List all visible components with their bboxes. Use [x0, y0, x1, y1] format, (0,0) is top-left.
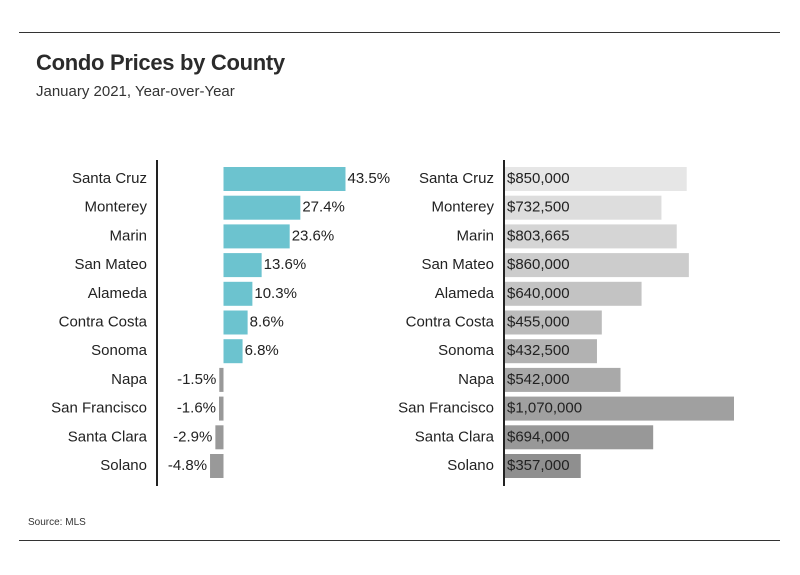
- chart-title: Condo Prices by County: [36, 50, 285, 75]
- yoy-value-label: -2.9%: [173, 428, 212, 445]
- yoy-category-label: Sonoma: [91, 342, 148, 359]
- top-rule: [19, 32, 780, 33]
- price-value-label: $455,000: [507, 313, 570, 330]
- price-value-label: $860,000: [507, 256, 570, 273]
- price-value-label: $850,000: [507, 170, 570, 187]
- yoy-value-label: 27.4%: [302, 199, 345, 216]
- price-bar: [504, 396, 734, 421]
- price-bar: [504, 195, 662, 220]
- price-value-label: $694,000: [507, 428, 570, 445]
- price-value-label: $432,500: [507, 342, 570, 359]
- price-bar: [504, 425, 654, 450]
- price-category-label: Solano: [447, 457, 494, 474]
- yoy-category-label: Contra Costa: [59, 313, 148, 330]
- price-category-label: Santa Clara: [415, 428, 495, 445]
- yoy-category-label: Santa Cruz: [72, 170, 147, 187]
- yoy-bar: [223, 310, 248, 335]
- yoy-category-label: Monterey: [84, 199, 147, 216]
- yoy-category-label: Alameda: [88, 285, 148, 302]
- yoy-value-label: 10.3%: [254, 285, 297, 302]
- price-value-label: $542,000: [507, 371, 570, 388]
- yoy-bar: [219, 396, 224, 421]
- price-bar: [504, 167, 687, 191]
- yoy-bar: [223, 224, 290, 249]
- price-bar: [504, 454, 581, 478]
- price-category-label: San Francisco: [398, 400, 494, 417]
- price-category-label: Marin: [456, 227, 494, 244]
- yoy-value-label: 43.5%: [348, 170, 391, 187]
- price-category-label: Monterey: [431, 199, 494, 216]
- price-bar: [504, 339, 597, 364]
- yoy-category-label: Santa Clara: [68, 428, 148, 445]
- yoy-bar: [215, 425, 224, 450]
- price-category-label: Santa Cruz: [419, 170, 494, 187]
- price-category-label: San Mateo: [421, 256, 494, 273]
- yoy-bar: [210, 454, 224, 478]
- yoy-value-label: -1.6%: [177, 400, 216, 417]
- price-category-label: Napa: [458, 371, 495, 388]
- yoy-value-label: 13.6%: [264, 256, 307, 273]
- yoy-category-label: San Mateo: [74, 256, 147, 273]
- yoy-category-label: San Francisco: [51, 400, 147, 417]
- price-category-label: Contra Costa: [406, 313, 495, 330]
- yoy-bar: [219, 367, 224, 392]
- price-bar: [504, 310, 602, 335]
- price-value-label: $1,070,000: [507, 400, 582, 417]
- price-category-label: Sonoma: [438, 342, 495, 359]
- price-value-label: $803,665: [507, 227, 570, 244]
- yoy-bar: [223, 195, 301, 220]
- price-bar: [504, 367, 621, 392]
- yoy-category-label: Solano: [100, 457, 147, 474]
- yoy-value-label: 8.6%: [250, 313, 284, 330]
- yoy-value-label: -4.8%: [168, 457, 207, 474]
- yoy-bar: [223, 339, 243, 364]
- price-value-label: $640,000: [507, 285, 570, 302]
- price-value-label: $357,000: [507, 457, 570, 474]
- yoy-category-label: Marin: [109, 227, 147, 244]
- yoy-value-label: 6.8%: [245, 342, 279, 359]
- yoy-category-label: Napa: [111, 371, 148, 388]
- chart-subtitle: January 2021, Year-over-Year: [36, 83, 235, 100]
- yoy-bar: [223, 253, 262, 278]
- price-bar: [504, 224, 677, 249]
- source-note: Source: MLS: [28, 517, 86, 528]
- yoy-bar: [223, 281, 253, 306]
- price-bar: [504, 253, 689, 278]
- price-bar: [504, 281, 642, 306]
- yoy-value-label: 23.6%: [292, 227, 335, 244]
- bottom-rule: [19, 540, 780, 541]
- price-value-label: $732,500: [507, 199, 570, 216]
- yoy-bar: [223, 167, 346, 191]
- price-category-label: Alameda: [435, 285, 495, 302]
- yoy-value-label: -1.5%: [177, 371, 216, 388]
